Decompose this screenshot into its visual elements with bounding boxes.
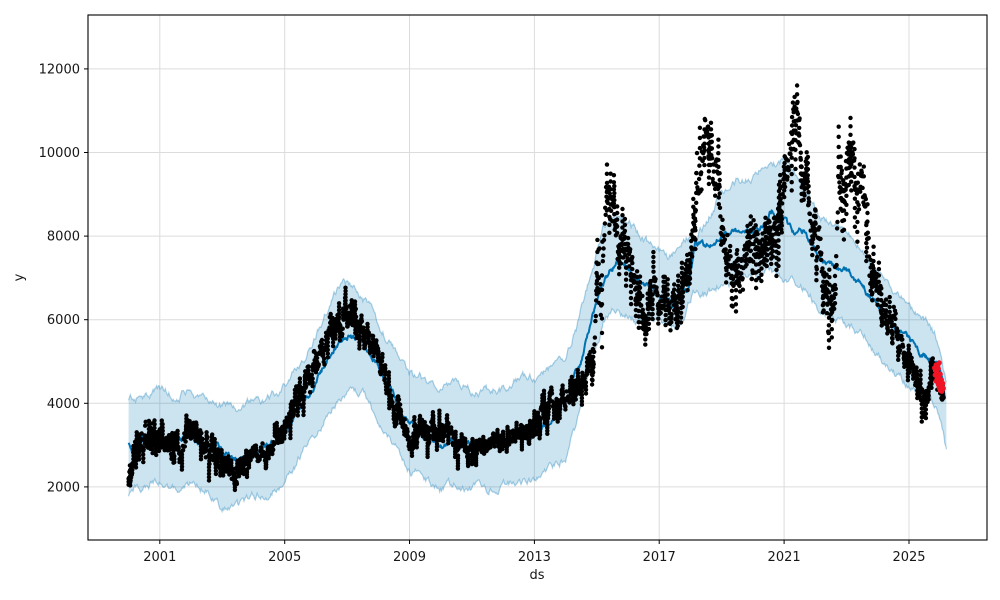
x-axis-label: ds bbox=[529, 568, 544, 583]
uncertainty-band bbox=[128, 155, 947, 512]
y-tick-label: 10000 bbox=[39, 146, 80, 161]
axes-spines bbox=[87, 14, 988, 541]
x-tick-label: 2021 bbox=[768, 550, 801, 565]
y-tick-label: 2000 bbox=[47, 480, 80, 495]
y-tick-label: 12000 bbox=[39, 62, 80, 77]
x-tick-label: 2009 bbox=[393, 550, 426, 565]
actual-data-points bbox=[126, 83, 946, 493]
grid-lines bbox=[88, 15, 987, 540]
uncertainty-band-lower-edge bbox=[128, 265, 947, 514]
axis-ticks: 2001 2005 2009 2013 2017 2021 2025 2000 4000 6000… bbox=[39, 62, 926, 565]
y-axis-label: y bbox=[12, 273, 27, 281]
x-tick-label: 2017 bbox=[643, 550, 676, 565]
plot-content bbox=[126, 83, 947, 514]
x-tick-label: 2013 bbox=[518, 550, 551, 565]
y-tick-label: 6000 bbox=[47, 313, 80, 328]
y-tick-label: 8000 bbox=[47, 230, 80, 245]
x-tick-label: 2001 bbox=[143, 550, 176, 565]
x-tick-label: 2005 bbox=[268, 550, 301, 565]
y-tick-label: 4000 bbox=[47, 397, 80, 412]
highlighted-points bbox=[932, 360, 946, 394]
x-tick-label: 2025 bbox=[892, 550, 925, 565]
